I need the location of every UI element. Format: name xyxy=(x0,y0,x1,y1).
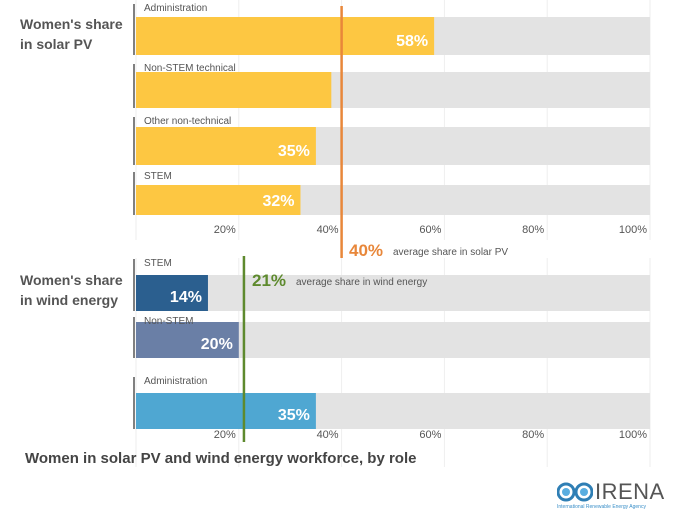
x-tick-label: 20% xyxy=(214,429,236,441)
data-label: 35% xyxy=(278,407,310,424)
category-label: Non-STEM technical xyxy=(144,63,236,74)
category-label: Administration xyxy=(144,3,207,14)
category-label: STEM xyxy=(144,258,172,269)
x-tick-label: 60% xyxy=(419,224,441,236)
globe-icon xyxy=(556,482,594,502)
data-label: 20% xyxy=(201,336,233,353)
logo-name: IRENA xyxy=(595,479,665,504)
x-tick-label: 40% xyxy=(317,429,339,441)
data-label: 14% xyxy=(170,289,202,306)
chart-caption: Women in solar PV and wind energy workfo… xyxy=(25,450,417,467)
data-label: 35% xyxy=(278,143,310,160)
x-tick-label: 80% xyxy=(522,224,544,236)
reference-value-label: 40% xyxy=(349,241,383,260)
bar xyxy=(136,393,316,429)
category-label: Other non-technical xyxy=(144,116,231,127)
bar-track xyxy=(136,275,650,311)
bar xyxy=(136,322,239,358)
wind-title-line-1: Women's share xyxy=(20,272,123,288)
bar xyxy=(136,17,435,55)
x-tick-label: 20% xyxy=(214,224,236,236)
bar xyxy=(136,275,208,311)
reference-value-label: 21% xyxy=(252,271,286,290)
category-label: STEM xyxy=(144,171,172,182)
wind-group-title: Women's share in wind energy xyxy=(20,270,123,310)
bar xyxy=(136,127,316,165)
solar-title-line-2: in solar PV xyxy=(20,36,93,52)
x-tick-label: 40% xyxy=(317,224,339,236)
wind-title-line-2: in wind energy xyxy=(20,292,119,308)
bar xyxy=(136,185,301,215)
category-label: Administration xyxy=(144,376,207,387)
irena-logo: IRENA International Renewable Energy Age… xyxy=(556,479,667,511)
data-label: 58% xyxy=(396,33,428,50)
category-label: Non-STEM xyxy=(144,316,193,327)
bar xyxy=(136,72,332,108)
solar-group-title: Women's share in solar PV xyxy=(20,14,123,54)
solar-title-line-1: Women's share xyxy=(20,16,123,32)
logo-subtitle: International Renewable Energy Agency xyxy=(557,504,646,510)
x-tick-label: 80% xyxy=(522,429,544,441)
data-label: 32% xyxy=(262,193,294,210)
reference-text-label: average share in solar PV xyxy=(393,247,508,258)
x-tick-label: 60% xyxy=(419,429,441,441)
reference-text-label: average share in wind energy xyxy=(296,277,427,288)
x-tick-label: 100% xyxy=(619,224,647,236)
x-tick-label: 100% xyxy=(619,429,647,441)
